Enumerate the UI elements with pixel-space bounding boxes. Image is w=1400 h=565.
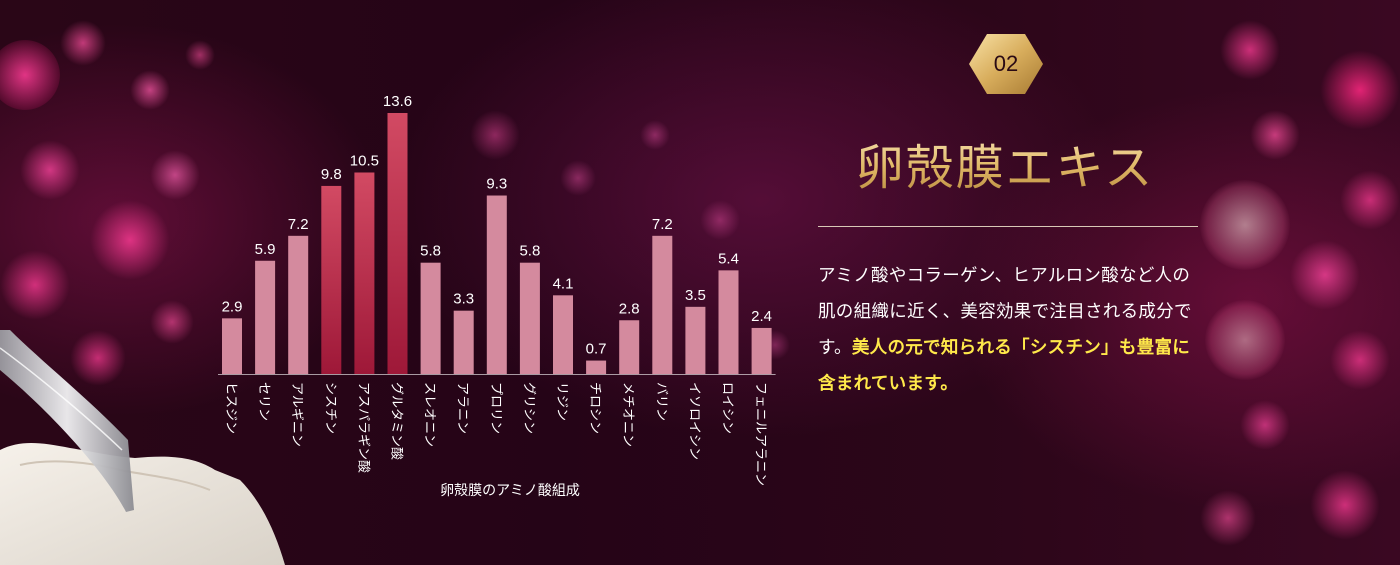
bar-value-label-1: 5.9 [255,241,276,258]
description-plain: アミノ酸やコラーゲン、ヒアルロン酸など人の肌の組織に近く、美容効果で注目される成… [818,266,1192,358]
bar-7 [453,310,474,374]
category-label-0: ヒスジン [223,382,238,434]
bar-8 [486,195,507,374]
title-divider [818,226,1198,227]
bar-value-label-16: 2.4 [751,308,772,325]
bars [222,113,772,374]
category-label-14: イソロイシン [686,382,701,460]
bar-15 [718,270,739,374]
category-label-6: スレオニン [422,382,437,447]
bar-value-label-13: 7.2 [652,216,673,233]
bar-value-label-11: 0.7 [586,341,607,358]
value-labels: 2.9 5.9 7.2 9.8 10.5 13.6 5.8 3.3 9.3 5.8 4.1 0.7 2.… [222,93,772,358]
category-label-1: セリン [256,382,271,421]
bar-10 [553,295,573,374]
bar-value-label-6: 5.8 [420,243,441,260]
bar-1 [255,260,276,374]
bar-14 [685,306,706,374]
category-label-15: ロイシン [720,382,735,434]
bar-value-label-9: 5.8 [519,243,540,260]
category-label-9: グリシン [521,382,536,434]
bar-value-label-3: 9.8 [321,166,342,183]
bar-value-label-14: 3.5 [685,287,706,304]
bar-3 [321,185,342,374]
bar-value-label-2: 7.2 [288,216,309,233]
category-label-11: チロシン [587,382,602,434]
category-label-13: バリン [653,382,668,421]
bar-2 [288,235,309,374]
category-label-8: プロリン [488,382,503,434]
bar-value-label-12: 2.8 [619,300,640,317]
hexagon-badge [969,34,1043,94]
chart-title: 卵殻膜のアミノ酸組成 [440,483,580,499]
category-label-16: フェニルアラニン [753,382,768,486]
bar-11 [586,360,607,374]
bar-value-label-0: 2.9 [222,298,243,315]
bar-value-label-4: 10.5 [350,152,379,169]
eggshell-illustration [0,330,285,565]
category-label-10: リジン [554,382,569,421]
category-label-4: アスパラギン酸 [355,382,370,473]
category-label-2: アルギニン [289,382,304,447]
bar-value-label-7: 3.3 [453,291,474,308]
bar-12 [619,320,640,374]
category-labels: ヒスジン セリン アルギニン シスチン アスパラギン酸 グルタミン酸 スレオニン アラニン プロ… [223,382,768,486]
category-label-12: メチオニン [620,382,635,447]
description-highlight: 美人の元で知られる「シスチン」も豊富に含まれています。 [818,338,1191,394]
category-label-7: アラニン [455,382,470,434]
bar-5 [387,113,408,374]
bar-value-label-10: 4.1 [553,275,574,292]
category-label-3: シスチン [322,382,337,434]
bar-0 [222,318,242,374]
badge-number: 02 [993,51,1019,76]
category-label-5: グルタミン酸 [389,382,404,460]
section-title: 卵殻膜エキス [815,128,1195,198]
bar-6 [420,262,441,374]
bar-value-label-5: 13.6 [383,93,412,110]
bar-16 [751,327,772,374]
bar-4 [354,172,375,374]
bar-9 [519,262,540,374]
bar-value-label-15: 5.4 [718,250,739,267]
bar-13 [652,235,673,374]
description-text: アミノ酸やコラーゲン、ヒアルロン酸など人の肌の組織に近く、美容効果で注目される成… [818,258,1198,402]
bar-value-label-8: 9.3 [486,176,507,193]
